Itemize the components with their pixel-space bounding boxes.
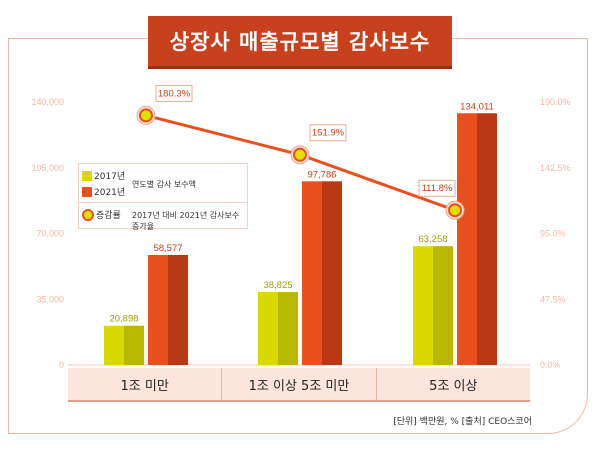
bar-2017년 <box>258 292 278 365</box>
category-label: 1조 미만 <box>68 368 223 400</box>
rate-point <box>448 203 462 218</box>
rate-data-label: 151.9% <box>312 128 345 139</box>
rate-marker-icon <box>82 208 94 221</box>
bar-2017년-shade <box>278 292 298 365</box>
source-note: [단위] 백만원, % [출처] CEO스코어 <box>393 417 532 427</box>
legend-item-2021: 2021년 <box>82 185 125 198</box>
legend-bar-desc: 연도별 감사 보수액 <box>132 180 196 189</box>
y-right-tick-label: 0.0% <box>540 360 561 370</box>
bar-data-label: 38,825 <box>263 280 292 291</box>
legend: 2017년 2021년 연도별 감사 보수액 증감률 2017년 대비 2021… <box>78 163 248 231</box>
bar-2021년-shade <box>477 113 497 365</box>
bar-data-label: 63,258 <box>418 234 447 245</box>
legend-item-rate: 증감률 <box>82 208 121 221</box>
bar-2017년 <box>104 325 124 365</box>
rate-data-label: 180.3% <box>158 88 191 99</box>
rate-label-box <box>309 124 347 142</box>
y-right-tick-label: 142.5% <box>540 163 571 173</box>
rate-data-label: 111.8% <box>422 183 453 194</box>
bar-data-label: 134,011 <box>460 101 494 112</box>
y-right-tick-label: 47.5% <box>540 294 566 304</box>
legend-rate-desc: 2017년 대비 2021년 감사보수 증가율 <box>132 211 240 231</box>
bar-2017년 <box>413 246 433 365</box>
bar-2021년 <box>148 254 168 365</box>
bar-2021년-shade <box>168 254 188 365</box>
rate-label-box <box>155 84 193 102</box>
legend-swatch <box>82 170 92 181</box>
category-label: 1조 이상 5조 미만 <box>222 368 377 400</box>
category-axis: 1조 미만 1조 이상 5조 미만 5조 이상 <box>68 368 530 402</box>
y-left-tick-label: 0 <box>59 360 64 370</box>
y-left-tick-label: 140,000 <box>31 97 64 107</box>
rate-label-box <box>418 179 456 197</box>
legend-label: 2021년 <box>94 188 126 198</box>
legend-item-2017: 2017년 <box>82 169 125 182</box>
rate-point <box>293 147 307 162</box>
bar-2021년-shade <box>322 181 342 365</box>
page-title: 상장사 매출규모별 감사보수 <box>128 16 472 74</box>
legend-label: 증감률 <box>96 211 121 221</box>
legend-swatch <box>82 186 92 197</box>
y-left-tick-label: 105,000 <box>31 163 64 173</box>
bar-2017년-shade <box>433 246 453 365</box>
y-left-tick-label: 70,000 <box>36 229 64 239</box>
bar-data-label: 58,577 <box>153 243 182 254</box>
bar-2017년-shade <box>124 325 144 365</box>
bar-data-label: 20,898 <box>109 314 138 325</box>
bar-2021년 <box>457 113 477 365</box>
y-right-tick-label: 95.0% <box>540 229 566 239</box>
category-label: 5조 이상 <box>429 378 478 394</box>
bar-data-label: 97,786 <box>307 169 336 180</box>
y-right-tick-label: 190.0% <box>540 97 571 107</box>
rate-point <box>139 108 153 123</box>
bar-2021년 <box>302 181 322 365</box>
y-left-tick-label: 35,000 <box>36 294 64 304</box>
legend-label: 2017년 <box>94 172 126 182</box>
